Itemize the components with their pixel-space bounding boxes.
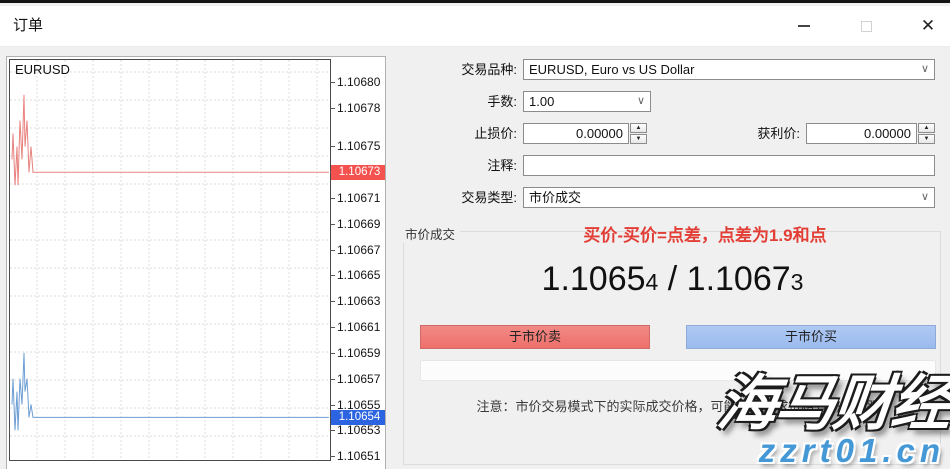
y-axis-tick-label: 1.10671 <box>337 191 381 206</box>
stoploss-stepper: ▲ ▼ <box>630 123 647 144</box>
chevron-down-icon: ∨ <box>920 191 929 203</box>
y-axis-tick-mark <box>330 223 335 225</box>
bid-line <box>11 352 329 431</box>
y-axis-tick-label: 1.10678 <box>337 100 381 115</box>
stepper-down-icon[interactable]: ▼ <box>918 134 935 144</box>
stepper-up-icon[interactable]: ▲ <box>630 123 647 133</box>
y-axis-tick-label: 1.10655 <box>337 397 381 412</box>
symbol-value: EURUSD, Euro vs US Dollar <box>529 62 695 77</box>
y-axis-tick-label: 1.10663 <box>337 294 381 309</box>
stoploss-input[interactable]: 0.00000 <box>523 123 629 144</box>
y-axis-tick-label: 1.10667 <box>337 242 381 257</box>
y-axis-tick-mark <box>330 198 335 200</box>
y-axis-tick-label: 1.10657 <box>337 371 381 386</box>
watermark-url: zzrt01.cn <box>758 432 945 469</box>
y-axis-tick-mark <box>330 404 335 406</box>
y-axis-tick-mark <box>330 146 335 148</box>
stepper-down-icon[interactable]: ▼ <box>630 134 647 144</box>
ask-price: 1.1067 <box>686 260 791 298</box>
tick-chart-panel: EURUSD 1.10680 1.10678 1.10675 1.10673 1.106… <box>6 56 386 469</box>
bid-price-badge: 1.10654 <box>331 409 385 425</box>
y-axis-tick-label: 1.10653 <box>337 423 381 438</box>
y-axis-tick-mark <box>330 456 335 458</box>
comment-label: 注释: <box>487 158 517 173</box>
spread-annotation: 买价-买价=点差，点差为1.9和点 <box>583 226 827 245</box>
ask-price-pip: 3 <box>790 269 804 295</box>
y-axis-tick-label: 1.10659 <box>337 345 381 360</box>
y-axis-tick-mark <box>330 275 335 277</box>
takeprofit-input[interactable]: 0.00000 <box>806 123 917 144</box>
stoploss-label: 止损价: <box>474 126 517 141</box>
bid-price: 1.1065 <box>541 260 646 298</box>
y-axis-tick-label: 1.10651 <box>337 449 381 464</box>
execution-note: 注意：市价交易模式下的实际成交价格，可能会和请求价格有一定差距 <box>476 399 880 414</box>
y-axis-tick-mark <box>330 430 335 432</box>
y-axis-tick-label: 1.10669 <box>337 216 381 231</box>
y-axis-tick-mark <box>330 81 335 83</box>
tick-chart-svg <box>10 60 330 460</box>
volume-select[interactable]: 1.00 ∨ <box>523 91 651 112</box>
volume-value: 1.00 <box>529 94 555 109</box>
quote-display: 1.10654 / 1.10673 <box>405 260 940 299</box>
takeprofit-label: 获利价: <box>757 126 800 141</box>
chevron-down-icon: ∨ <box>636 95 645 107</box>
maximize-icon <box>860 20 872 32</box>
order-type-label: 交易类型: <box>461 190 517 205</box>
ask-line <box>11 94 329 186</box>
order-type-value: 市价成交 <box>529 190 582 205</box>
y-axis-tick-label: 1.10680 <box>337 74 381 89</box>
symbol-select[interactable]: EURUSD, Euro vs US Dollar ∨ <box>523 59 935 80</box>
window-title: 订单 <box>13 17 44 34</box>
takeprofit-stepper: ▲ ▼ <box>918 123 935 144</box>
buy-by-market-button[interactable]: 于市价买 <box>686 325 936 349</box>
disabled-action-bar <box>420 360 936 381</box>
y-axis-tick-mark <box>330 107 335 109</box>
y-axis-tick-label: 1.10675 <box>337 139 381 154</box>
quote-separator: / <box>658 260 687 298</box>
tick-chart-plot: EURUSD <box>9 59 331 461</box>
order-type-select[interactable]: 市价成交 ∨ <box>523 187 935 208</box>
title-bar: 订单 ✕ <box>0 6 950 47</box>
ask-price-badge: 1.10673 <box>331 164 385 180</box>
y-axis-tick-mark <box>330 301 335 303</box>
y-axis-tick-mark <box>330 327 335 329</box>
market-execution-groupbox <box>403 231 941 465</box>
maximize-button <box>844 6 888 46</box>
y-axis-tick-mark <box>330 378 335 380</box>
watermark-brand: 海马财经 <box>713 370 950 437</box>
volume-label: 手数: <box>487 94 517 109</box>
close-button[interactable]: ✕ <box>920 16 936 35</box>
chart-symbol-label: EURUSD <box>15 62 70 77</box>
y-axis-tick-label: 1.10661 <box>337 320 381 335</box>
y-axis-tick-mark <box>330 352 335 354</box>
symbol-label: 交易品种: <box>461 62 517 77</box>
y-axis-tick-mark <box>330 249 335 251</box>
minimize-icon <box>798 25 810 28</box>
chevron-down-icon: ∨ <box>920 63 929 75</box>
bid-price-pip: 4 <box>645 269 659 295</box>
y-axis-tick-label: 1.10665 <box>337 268 381 283</box>
comment-input[interactable] <box>523 155 935 176</box>
stepper-up-icon[interactable]: ▲ <box>918 123 935 133</box>
groupbox-title: 市价成交 <box>403 224 461 243</box>
minimize-button[interactable] <box>782 6 826 46</box>
sell-by-market-button[interactable]: 于市价卖 <box>420 325 650 349</box>
